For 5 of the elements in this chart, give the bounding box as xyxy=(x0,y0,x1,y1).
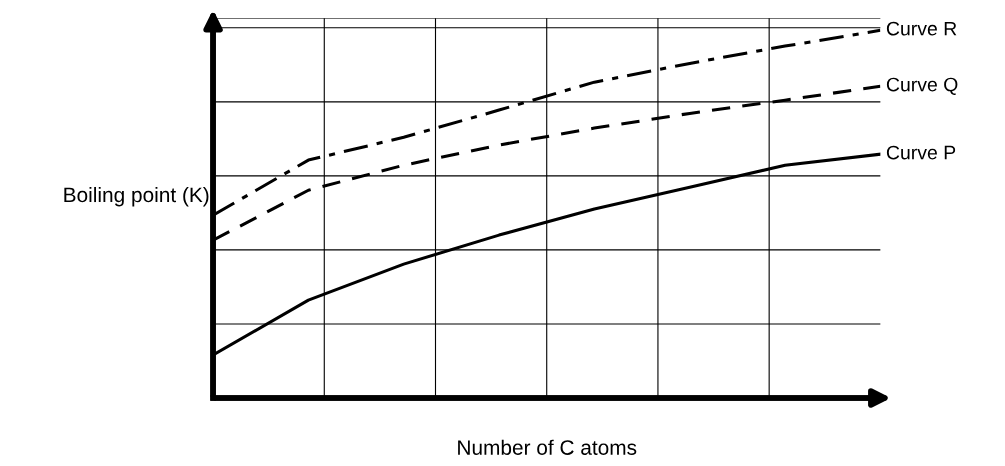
series-label: Curve R xyxy=(886,21,957,36)
x-axis-title: Number of C atoms xyxy=(458,439,637,455)
series-label: Curve Q xyxy=(886,77,958,95)
series-label: Curve P xyxy=(886,145,956,160)
y-axis-title: Boiling point (K) xyxy=(64,186,209,207)
